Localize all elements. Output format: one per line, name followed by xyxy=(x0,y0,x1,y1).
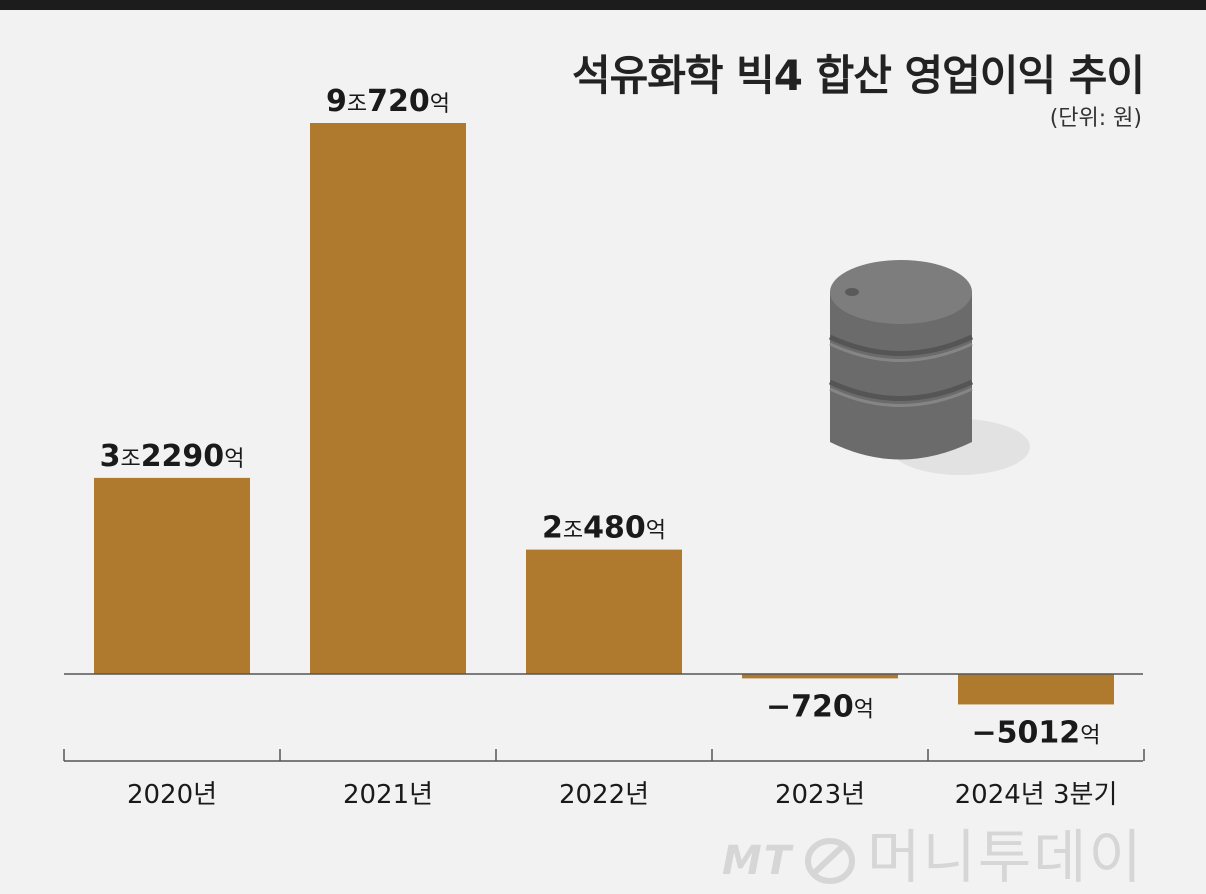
x-tick-label: 2021년 xyxy=(343,780,433,810)
watermark: MT 머니투데이 xyxy=(722,810,1144,894)
data-label: 9조720억 xyxy=(326,84,450,119)
x-tick-label: 2022년 xyxy=(559,780,649,810)
bar xyxy=(742,674,898,679)
unit-label: (단위: 원) xyxy=(1049,106,1142,131)
data-label: 2조480억 xyxy=(542,511,666,546)
top-border xyxy=(0,0,1206,10)
x-tick-label: 2024년 3분기 xyxy=(955,780,1118,810)
chart-title: 석유화학 빅4 합산 영업이익 추이 xyxy=(571,51,1145,100)
x-tick-label: 2023년 xyxy=(775,780,865,810)
x-tick-label: 2020년 xyxy=(127,780,217,810)
watermark-text: 머니투데이 xyxy=(867,823,1144,891)
oil-barrel-icon xyxy=(828,260,1030,475)
watermark-brand: MT xyxy=(722,837,794,884)
watermark-logo-icon xyxy=(805,837,856,884)
bar xyxy=(310,123,466,674)
data-label: 3조2290억 xyxy=(100,439,245,474)
bar xyxy=(526,549,682,674)
bar xyxy=(94,477,250,674)
data-label: −720억 xyxy=(766,689,874,724)
data-label: −5012억 xyxy=(972,715,1101,750)
bar xyxy=(958,674,1114,705)
